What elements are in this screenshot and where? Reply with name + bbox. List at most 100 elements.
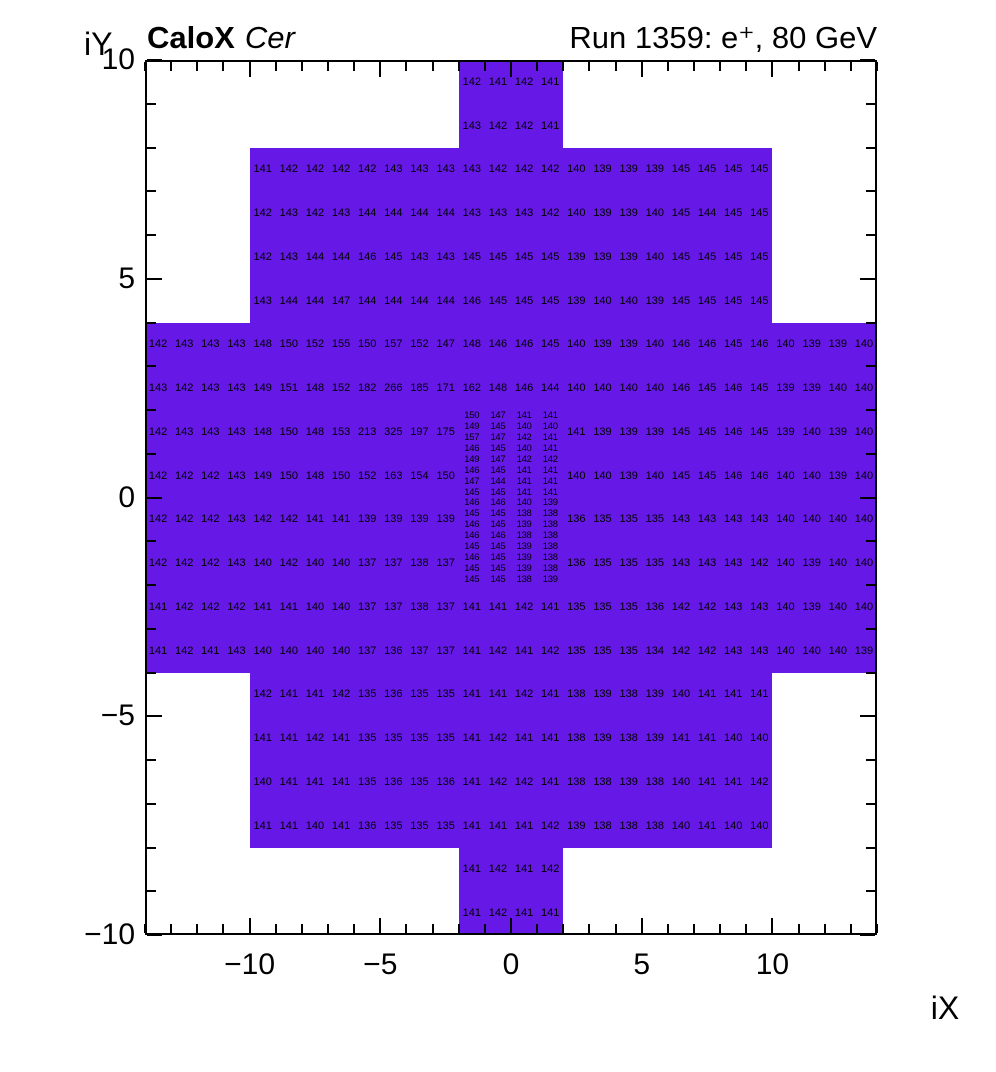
heatmap-cell-value: 140 [750,732,769,745]
heatmap-cell-value: 141 [279,819,298,832]
heatmap-cell-value: 145 [488,250,508,263]
x-axis-tick-top [300,62,303,71]
heatmap-cell-value: 144 [436,207,455,220]
heatmap-fine-cell-value: 140 [542,420,558,432]
heatmap-cell-value: 146 [671,382,691,395]
x-axis-title: iX [930,990,960,1026]
heatmap-cell-value: 142 [201,513,220,526]
heatmap-cell-value: 145 [697,425,717,438]
heatmap-cell-value: 141 [462,600,481,613]
heatmap-cell-value: 142 [514,600,534,613]
heatmap-fine-cell-value: 145 [490,464,506,476]
heatmap-cell-value: 145 [384,250,403,263]
heatmap-fine-cell-value: 157 [464,431,480,443]
heatmap-cell-value: 140 [776,513,795,526]
heatmap-cell-value: 135 [619,644,638,657]
heatmap-cell-value: 143 [724,557,743,570]
heatmap-fine-cell-value: 145 [464,574,480,586]
heatmap-cell-value: 150 [436,469,455,482]
heatmap-cell-value: 145 [488,294,508,307]
heatmap-cell-value: 141 [148,600,168,613]
heatmap-cell-value: 143 [750,600,769,613]
heatmap-cell-value: 149 [253,469,272,482]
heatmap-fine-cell-value: 138 [516,574,532,586]
y-axis-tick [147,277,162,280]
heatmap-cell-value: 141 [750,688,769,701]
x-axis-tick-top [719,62,722,71]
heatmap-cell-value: 139 [593,207,612,220]
heatmap-cell-value: 140 [645,207,664,220]
heatmap-cell-value: 141 [253,732,272,745]
heatmap-fine-cell-value: 145 [490,519,506,531]
heatmap-cell-value: 141 [331,819,351,832]
heatmap-cell-value: 142 [750,557,769,570]
heatmap-cell-value: 141 [331,775,351,788]
y-axis-tick-label: 10 [101,43,135,76]
heatmap-cell-value: 140 [593,469,612,482]
heatmap-fine-cell-value: 147 [464,475,480,487]
heatmap-fine-cell-value: 138 [542,541,558,553]
heatmap-cell-value: 139 [593,338,612,351]
y-axis-tick-right [866,802,875,805]
heatmap-cell-value: 141 [253,819,272,832]
heatmap-cell-value: 142 [541,207,560,220]
heatmap-cell-value: 142 [541,644,560,657]
heatmap-cell-value: 266 [384,382,403,395]
heatmap-cell-value: 141 [567,425,586,438]
heatmap-cell-value: 141 [305,513,325,526]
heatmap-cell-value: 143 [227,469,246,482]
heatmap-cell-value: 139 [567,819,586,832]
heatmap-fine-cell-value: 138 [542,552,558,564]
x-axis-tick [222,924,225,933]
heatmap-fine-cell-value: 138 [542,519,558,531]
x-axis-tick-top [876,62,878,71]
heatmap-fine-cell-value: 145 [464,508,480,520]
heatmap-cell-value: 143 [384,163,403,176]
heatmap-cell-value: 150 [279,469,298,482]
heatmap-cell-value: 136 [358,819,377,832]
heatmap-cell-value: 145 [750,207,769,220]
heatmap-cell-value: 145 [750,294,769,307]
y-axis-tick-label: 5 [118,261,135,295]
heatmap-fine-cell-value: 138 [542,530,558,542]
heatmap-cell-value: 143 [227,382,246,395]
heatmap-cell-value: 142 [253,688,272,701]
y-axis-tick [147,802,156,805]
x-axis-tick-top [144,62,146,71]
y-axis-tick [147,671,156,674]
y-axis-tick-right [866,321,875,324]
heatmap-cell-value: 143 [462,119,481,132]
heatmap-cell-value: 141 [201,644,220,657]
heatmap-cell-value: 143 [697,557,717,570]
heatmap-fine-cell-value: 145 [490,420,506,432]
heatmap-fine-cell-value: 140 [516,497,532,509]
heatmap-cell-value: 144 [305,294,325,307]
heatmap-cell-value: 134 [645,644,664,657]
x-axis-tick-top [248,62,251,77]
heatmap-cell-value: 141 [541,907,560,920]
heatmap-cell-value: 146 [514,382,534,395]
x-axis-tick-top [170,62,173,71]
heatmap-cell-value: 139 [619,250,638,263]
heatmap-cell-value: 135 [567,644,586,657]
heatmap-cell-value: 143 [279,207,298,220]
heatmap-cell-value: 137 [384,557,403,570]
heatmap-cell-value: 145 [750,382,769,395]
heatmap-cell-value: 142 [305,163,325,176]
heatmap-cell-value: 152 [305,338,325,351]
heatmap-cell-value: 138 [619,732,638,745]
heatmap-cell-value: 143 [175,425,194,438]
y-axis-tick [147,321,156,324]
y-axis-tick [147,584,156,586]
heatmap-cell-value: 144 [279,294,298,307]
run-info-title: Run 1359: e⁺, 80 GeV [569,20,877,55]
heatmap-cell-value: 142 [488,775,508,788]
heatmap-cell-value: 154 [410,469,429,482]
y-axis-title: iY [84,26,113,62]
heatmap-cell-value: 141 [488,819,508,832]
heatmap-cell-value: 148 [488,382,508,395]
heatmap-cell-value: 146 [724,382,743,395]
heatmap-cell-value: 140 [305,557,325,570]
heatmap-cell-value: 135 [410,732,429,745]
heatmap-cell-value: 143 [175,338,194,351]
